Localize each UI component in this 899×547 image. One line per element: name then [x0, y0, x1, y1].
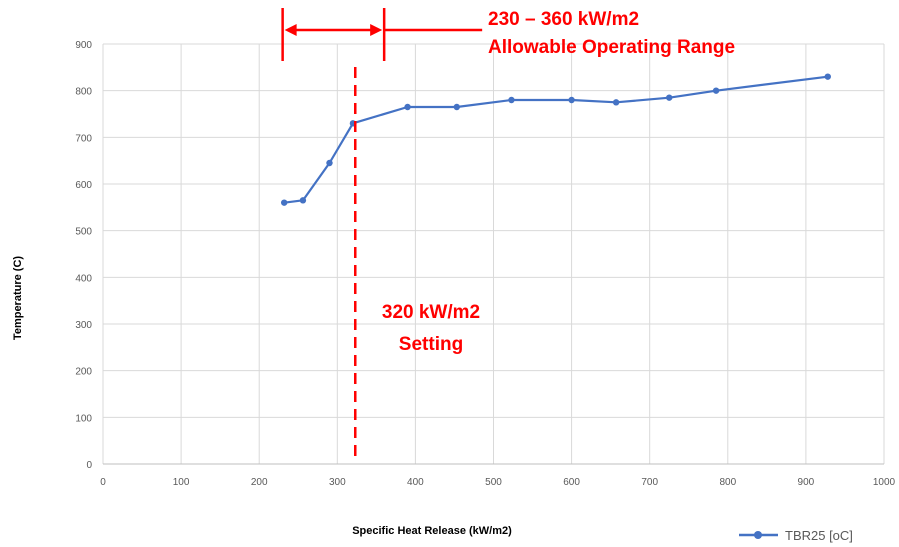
y-tick-label: 500 — [75, 227, 92, 238]
y-tick-label: 400 — [75, 273, 92, 284]
x-tick-label: 900 — [798, 477, 815, 488]
y-axis-title: Temperature (C) — [12, 256, 24, 340]
data-point — [453, 103, 460, 111]
x-tick-label: 1000 — [873, 477, 896, 488]
x-tick-label: 400 — [407, 477, 424, 488]
y-tick-label: 600 — [75, 180, 92, 191]
data-point — [299, 197, 307, 204]
y-tick-label: 900 — [75, 40, 92, 51]
data-point — [612, 99, 620, 106]
series-line — [284, 75, 828, 204]
setting-annotation-line2: Setting — [399, 334, 463, 355]
x-tick-label: 300 — [329, 477, 346, 488]
legend: TBR25 [oC] — [739, 528, 853, 543]
range-annotation-line2: Allowable Operating Range — [488, 37, 735, 58]
range-arrow-head-right — [370, 24, 383, 36]
y-tick-label: 700 — [75, 133, 92, 144]
x-tick-label: 200 — [251, 477, 268, 488]
x-tick-label: 100 — [173, 477, 190, 488]
y-tick-label: 100 — [75, 413, 92, 424]
x-axis-tick-labels: 0 100 200 300 400 500 600 700 800 900 1000 — [100, 477, 895, 488]
data-point — [508, 96, 515, 104]
range-annotation-line1: 230 – 360 kW/m2 — [488, 9, 639, 30]
annotations: 230 – 360 kW/m2 Allowable Operating Rang… — [281, 8, 735, 460]
legend-dot-marker — [754, 531, 762, 539]
legend-series-label: TBR25 [oC] — [785, 528, 853, 543]
data-point — [568, 96, 575, 104]
data-point — [326, 159, 333, 167]
x-tick-label: 800 — [719, 477, 736, 488]
grid-lines — [102, 43, 885, 465]
range-arrow-head-left — [284, 24, 297, 36]
y-tick-label: 200 — [75, 367, 92, 378]
setting-annotation-line1: 320 kW/m2 — [382, 302, 480, 323]
data-point — [404, 103, 411, 111]
x-tick-label: 600 — [563, 477, 580, 488]
data-point — [712, 87, 720, 94]
y-tick-label: 0 — [86, 460, 92, 471]
data-point — [280, 199, 288, 206]
series-group — [280, 73, 831, 206]
y-axis-tick-labels: 0 100 200 300 400 500 600 700 800 900 — [75, 40, 92, 471]
y-tick-label: 300 — [75, 320, 92, 331]
x-tick-label: 500 — [485, 477, 502, 488]
x-tick-label: 0 — [100, 477, 106, 488]
x-tick-label: 700 — [641, 477, 658, 488]
data-point — [824, 73, 831, 80]
y-tick-label: 800 — [75, 87, 92, 98]
data-point — [666, 94, 673, 101]
x-axis-title: Specific Heat Release (kW/m2) — [352, 525, 512, 537]
